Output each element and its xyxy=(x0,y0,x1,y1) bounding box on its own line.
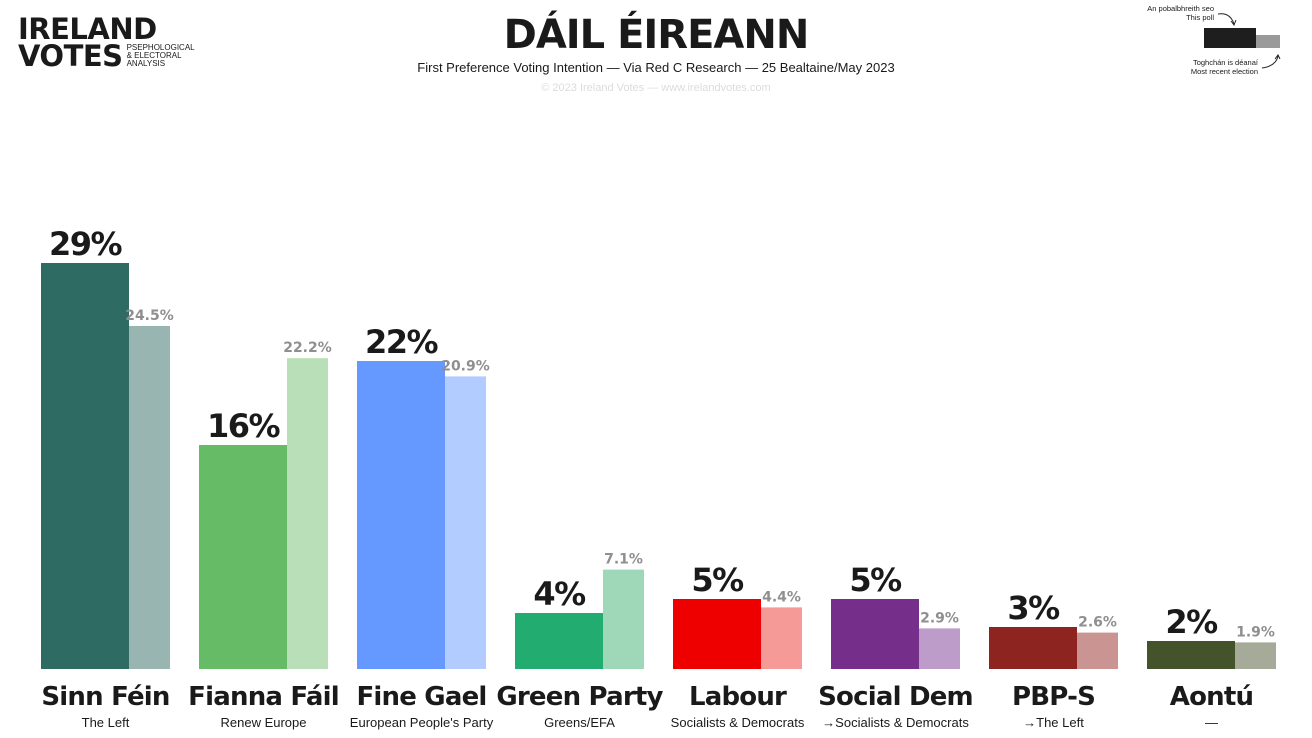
bar-poll-fianna-f-il xyxy=(199,445,287,669)
party-group-fine-gael: European People's Party xyxy=(350,715,494,730)
party-group-green-party: Greens/EFA xyxy=(544,715,615,730)
label-poll-green-party: 4% xyxy=(533,575,586,613)
bar-election-sinn-f-in xyxy=(129,326,170,669)
legend-swatch-poll xyxy=(1204,28,1256,48)
party-name-aont-: Aontú xyxy=(1170,682,1253,712)
bar-poll-sinn-f-in xyxy=(41,263,129,669)
party-group-aont-: — xyxy=(1205,715,1218,730)
label-election-fianna-f-il: 22.2% xyxy=(283,340,332,356)
party-name-green-party: Green Party xyxy=(496,682,663,712)
party-group-fianna-f-il: Renew Europe xyxy=(221,715,307,730)
label-poll-fine-gael: 22% xyxy=(365,323,439,361)
bar-election-green-party xyxy=(603,569,644,669)
bar-election-social-dem xyxy=(919,628,960,669)
logo-line2: VOTES xyxy=(18,39,123,73)
label-election-fine-gael: 20.9% xyxy=(441,358,490,374)
label-election-green-party: 7.1% xyxy=(604,552,643,568)
bar-election-aont- xyxy=(1235,642,1276,669)
party-name-labour: Labour xyxy=(689,682,787,712)
logo-tagline: Psephological & Electoral Analysis xyxy=(127,44,195,68)
party-name-fianna-f-il: Fianna Fáil xyxy=(188,682,339,712)
party-name-pbp-s: PBP-S xyxy=(1012,682,1095,712)
party-name-sinn-f-in: Sinn Féin xyxy=(41,682,169,712)
label-poll-social-dem: 5% xyxy=(849,561,902,599)
label-poll-pbp-s: 3% xyxy=(1007,589,1060,627)
bar-election-pbp-s xyxy=(1077,632,1118,669)
legend-arrows xyxy=(1217,13,1281,69)
bar-poll-green-party xyxy=(515,613,603,669)
chart-title: DÁIL ÉIREANN xyxy=(503,12,810,58)
copyright-notice: © 2023 Ireland Votes — www.irelandvotes.… xyxy=(541,82,771,94)
bar-election-labour xyxy=(761,607,802,669)
bar-poll-fine-gael xyxy=(357,361,445,669)
party-group-labour: Socialists & Democrats xyxy=(671,715,805,730)
label-election-aont-: 1.9% xyxy=(1236,624,1275,640)
label-election-social-dem: 2.9% xyxy=(920,610,959,626)
label-poll-fianna-f-il: 16% xyxy=(207,407,281,445)
logo-tagline-1: Psephological xyxy=(126,43,195,52)
party-group-sinn-f-in: The Left xyxy=(82,715,130,730)
label-election-labour: 4.4% xyxy=(762,589,801,605)
bar-poll-pbp-s xyxy=(989,627,1077,669)
legend-election-label: Toghchán is déanaí Most recent election xyxy=(1191,58,1258,76)
logo-line1: IRELAND xyxy=(18,12,157,46)
legend-election-irish: Toghchán is déanaí xyxy=(1192,58,1258,67)
party-name-fine-gael: Fine Gael xyxy=(356,682,486,712)
chart-legend: An pobalbhreith seo This poll Toghchán i… xyxy=(1138,4,1298,80)
legend-poll-label: An pobalbhreith seo This poll xyxy=(1147,4,1214,22)
label-poll-aont-: 2% xyxy=(1165,603,1218,641)
legend-swatch-election xyxy=(1256,35,1280,48)
label-poll-labour: 5% xyxy=(691,561,744,599)
bar-election-fianna-f-il xyxy=(287,358,328,669)
bar-poll-aont- xyxy=(1147,641,1235,669)
legend-arrow-election-icon xyxy=(1261,55,1279,69)
label-election-pbp-s: 2.6% xyxy=(1078,615,1117,631)
label-election-sinn-f-in: 24.5% xyxy=(125,308,174,324)
party-group-pbp-s: →The Left xyxy=(1023,715,1084,730)
chart-subtitle: First Preference Voting Intention — Via … xyxy=(417,60,895,75)
party-group-social-dem: →Socialists & Democrats xyxy=(822,715,969,730)
legend-poll-irish: An pobalbhreith seo xyxy=(1147,4,1214,13)
bar-poll-social-dem xyxy=(831,599,919,669)
label-poll-sinn-f-in: 29% xyxy=(49,225,123,263)
legend-election-english: Most recent election xyxy=(1190,67,1258,76)
party-name-social-dem: Social Dem xyxy=(818,682,973,712)
bar-poll-labour xyxy=(673,599,761,669)
legend-poll-english: This poll xyxy=(1186,13,1214,22)
legend-arrow-poll-icon xyxy=(1217,13,1235,25)
bar-election-fine-gael xyxy=(445,376,486,669)
logo-tagline-3: Analysis xyxy=(126,59,166,68)
logo-tagline-2: & Electoral xyxy=(126,51,182,60)
ireland-votes-logo: IRELAND VOTES Psephological & Electoral … xyxy=(18,12,195,73)
